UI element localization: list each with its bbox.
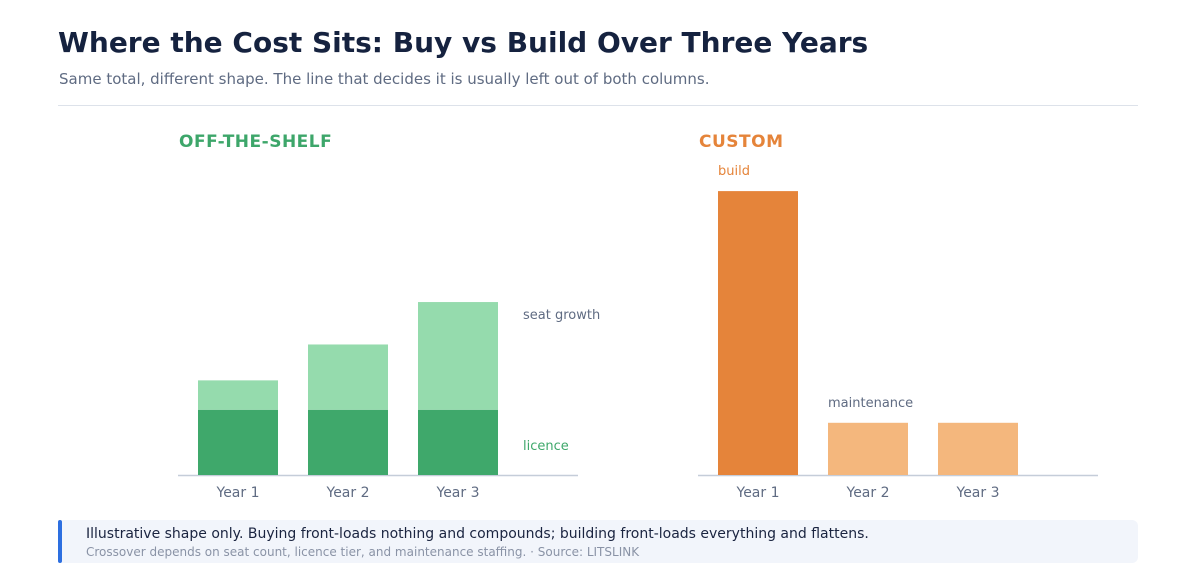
- series-label-build: build: [718, 164, 750, 179]
- bar-maintenance-year-3: [938, 422, 1018, 475]
- bar-licence-year-2: [308, 409, 388, 475]
- bar-maintenance-year-2: [828, 422, 908, 475]
- bar-licence-year-3: [418, 409, 498, 475]
- x-tick-label-year-2: Year 2: [846, 485, 890, 501]
- custom-chart: Year 1 Year 2 Year 3 build maintenance: [698, 164, 1098, 501]
- bar-licence-year-1: [198, 409, 278, 475]
- callout-accent-bar: [58, 520, 62, 563]
- callout-main-text: Illustrative shape only. Buying front-lo…: [86, 526, 869, 542]
- page-subtitle: Same total, different shape. The line th…: [59, 70, 710, 88]
- off-the-shelf-panel: OFF-THE-SHELF Year 1 Year 2 Year 3 licence s…: [160, 110, 640, 510]
- x-tick-label-year-1: Year 1: [736, 485, 780, 501]
- header-divider: [58, 105, 1138, 106]
- callout-source-note: Crossover depends on seat count, licence…: [86, 545, 640, 559]
- x-tick-label-year-3: Year 3: [436, 485, 480, 501]
- page-title: Where the Cost Sits: Buy vs Build Over T…: [58, 26, 869, 59]
- series-label-licence: licence: [523, 439, 569, 454]
- bar-seat-growth-year-3: [418, 302, 498, 410]
- x-tick-label-year-1: Year 1: [216, 485, 260, 501]
- x-tick-label-year-2: Year 2: [326, 485, 370, 501]
- bar-seat-growth-year-1: [198, 380, 278, 410]
- series-label-seat-growth: seat growth: [523, 308, 600, 323]
- off-the-shelf-title: OFF-THE-SHELF: [179, 132, 333, 152]
- bar-seat-growth-year-2: [308, 344, 388, 410]
- series-label-maintenance: maintenance: [828, 396, 913, 411]
- x-tick-label-year-3: Year 3: [956, 485, 1000, 501]
- custom-title: CUSTOM: [699, 132, 784, 152]
- bar-build-year-1: [718, 191, 798, 475]
- custom-panel: CUSTOM Year 1 Year 2 Year 3 build maintenanc…: [680, 110, 1160, 510]
- footnote-callout: Illustrative shape only. Buying front-lo…: [58, 520, 1138, 563]
- off-the-shelf-chart: Year 1 Year 2 Year 3 licence seat growth: [178, 302, 600, 501]
